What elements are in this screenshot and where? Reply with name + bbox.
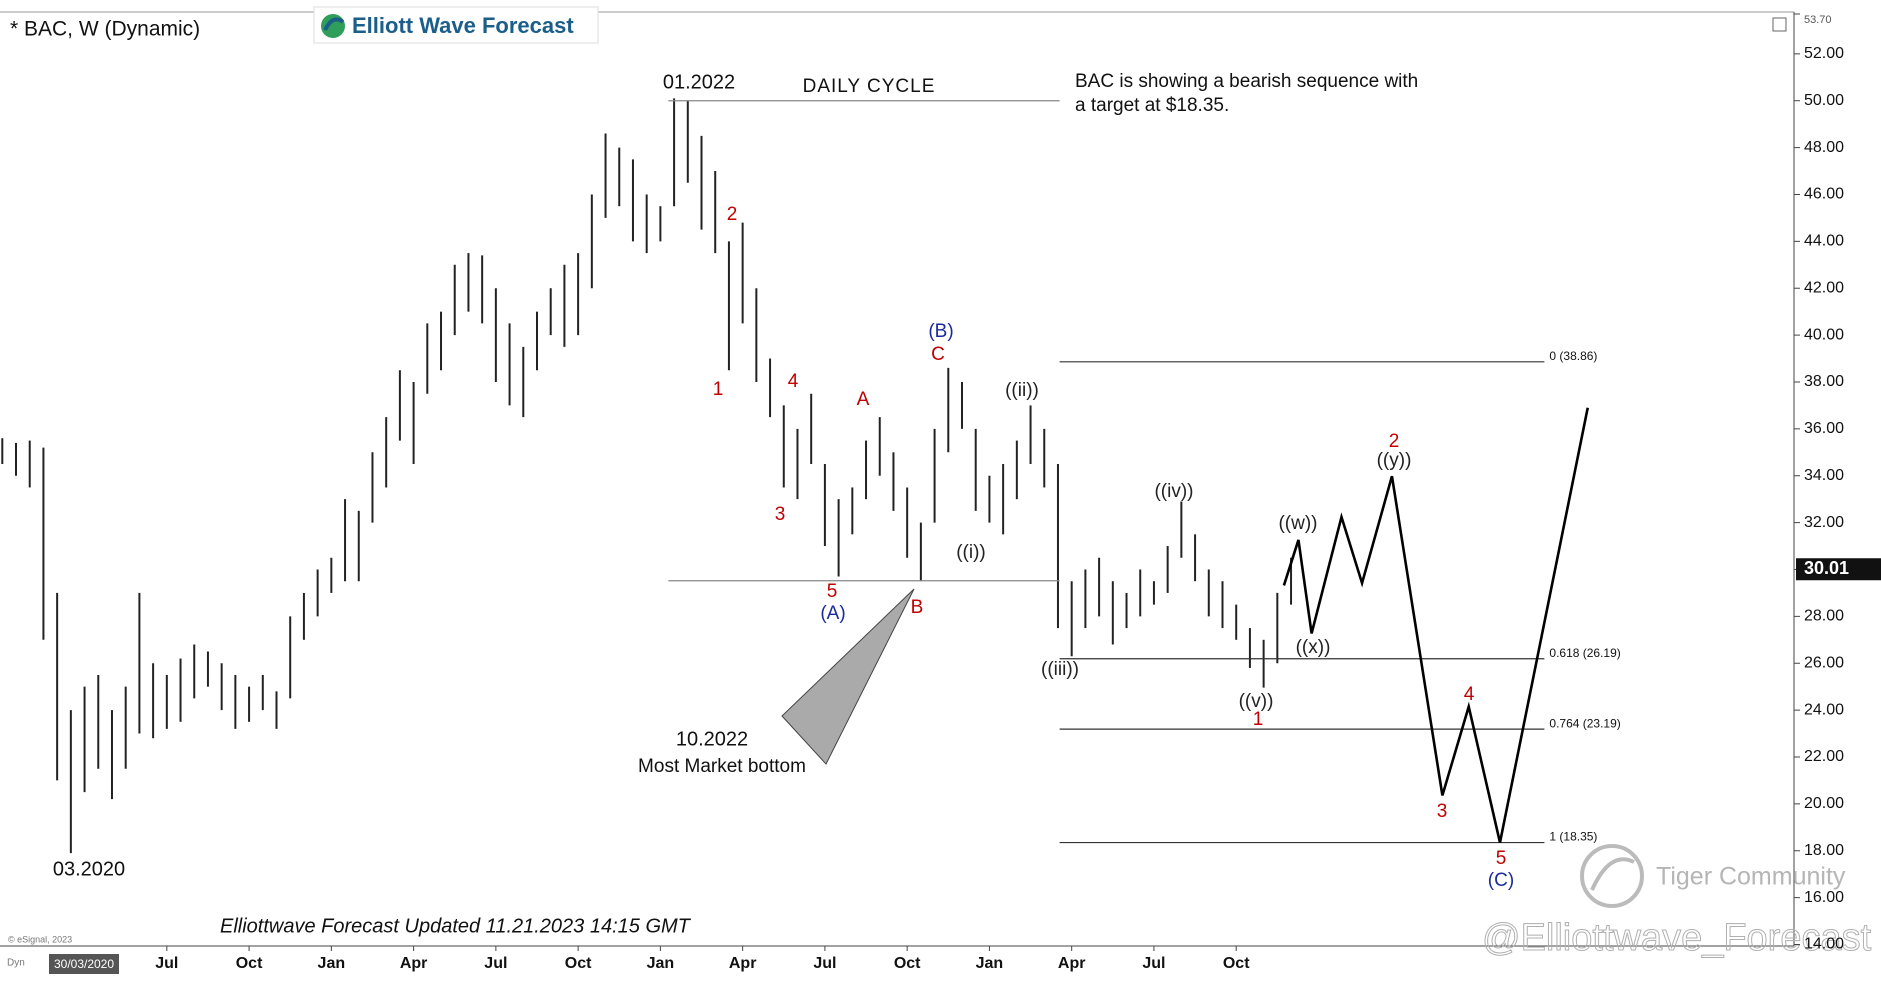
y-tick-label: 28.00 — [1804, 608, 1844, 625]
y-tick-label: 50.00 — [1804, 92, 1844, 109]
y-tick-label: 16.00 — [1804, 889, 1844, 906]
x-tick-label: Oct — [565, 955, 592, 972]
wave-label: ((w)) — [1278, 513, 1317, 534]
wave-label: 2 — [1389, 431, 1400, 452]
x-tick-label: Jul — [484, 955, 507, 972]
y-tick-label: 38.00 — [1804, 373, 1844, 390]
watermark-logo — [1590, 857, 1635, 891]
wave-label: (C) — [1488, 870, 1514, 891]
y-tick-label: 22.00 — [1804, 748, 1844, 765]
wave-label: ((iv)) — [1154, 481, 1193, 502]
x-tick-label: Apr — [729, 955, 757, 972]
y-tick-label: 44.00 — [1804, 233, 1844, 250]
wave-label: ((v)) — [1239, 691, 1274, 712]
annotation: Most Market bottom — [638, 756, 806, 777]
y-tick-label: 32.00 — [1804, 514, 1844, 531]
wave-label: 3 — [1437, 801, 1448, 822]
fib-label: 1 (18.35) — [1549, 830, 1597, 844]
wave-label: 1 — [713, 379, 724, 400]
y-tick-label: 36.00 — [1804, 420, 1844, 437]
wave-label: 4 — [788, 371, 799, 392]
chart-title: * BAC, W (Dynamic) — [10, 18, 200, 41]
logo-text: Elliott Wave Forecast — [352, 13, 574, 38]
y-tick-label: 14.00 — [1804, 936, 1844, 953]
logo-box — [313, 6, 599, 44]
x-tick-label: Jul — [813, 955, 836, 972]
cursor-date: 30/03/2020 — [54, 957, 114, 971]
y-tick-label: 46.00 — [1804, 186, 1844, 203]
x-tick-label: Oct — [236, 955, 263, 972]
annotation: 01.2022 — [663, 71, 735, 93]
x-tick-label: Apr — [400, 955, 428, 972]
fib-label: 0.764 (23.19) — [1549, 716, 1620, 730]
x-tick-label: Oct — [1223, 955, 1250, 972]
last-price-box — [1796, 558, 1881, 581]
wave-label: 3 — [775, 504, 786, 525]
wave-label: (A) — [820, 603, 845, 624]
y-tick-label: 42.00 — [1804, 279, 1844, 296]
annotation: DAILY CYCLE — [803, 76, 936, 97]
fib-label: 0.618 (26.19) — [1549, 646, 1620, 660]
watermark-handle: @Elliottwave_Forecast — [1482, 917, 1872, 959]
wave-label: 4 — [1464, 684, 1475, 705]
x-tick-label: Jul — [155, 955, 178, 972]
watermark-logo — [1580, 844, 1644, 908]
x-tick-label: Apr — [1058, 955, 1086, 972]
panel-icon — [1772, 17, 1787, 32]
fib-label: 0 (38.86) — [1549, 349, 1597, 363]
copyright: © eSignal, 2023 — [8, 934, 72, 944]
wave-label: C — [931, 344, 945, 365]
x-tick-label: Jan — [976, 955, 1004, 972]
y-tick-label: 24.00 — [1804, 701, 1844, 718]
y-tick-label: 18.00 — [1804, 842, 1844, 859]
watermark-text: Tiger Community — [1656, 863, 1846, 891]
wave-label: B — [911, 597, 924, 618]
y-tick-label: 20.00 — [1804, 795, 1844, 812]
annotation: 03.2020 — [53, 858, 125, 880]
y-tick-label: 48.00 — [1804, 139, 1844, 156]
wave-label: 5 — [1496, 848, 1507, 869]
footer: Elliottwave Forecast Updated 11.21.2023 … — [220, 915, 692, 937]
y-tick-label: 34.00 — [1804, 467, 1844, 484]
wave-label: A — [857, 389, 870, 410]
mode-label: Dyn — [7, 958, 25, 969]
cursor-box — [49, 954, 119, 974]
wave-label: (B) — [928, 321, 953, 342]
note: a target at $18.35. — [1075, 95, 1229, 116]
wave-label: ((i)) — [956, 542, 986, 563]
projection-line — [1282, 407, 1590, 843]
x-tick-label: Jul — [1142, 955, 1165, 972]
wave-label: 1 — [1253, 709, 1264, 730]
wave-label: 5 — [827, 581, 838, 602]
wave-label: ((ii)) — [1005, 380, 1039, 401]
x-tick-label: Jan — [647, 955, 675, 972]
y-tick-label: 53.70 — [1804, 14, 1832, 26]
y-tick-label: 52.00 — [1804, 45, 1844, 62]
x-tick-label: Jan — [318, 955, 346, 972]
logo-mark — [323, 17, 345, 31]
y-tick-label: 40.00 — [1804, 326, 1844, 343]
wave-label: 2 — [727, 204, 738, 225]
x-tick-label: Oct — [894, 955, 921, 972]
note: BAC is showing a bearish sequence with — [1075, 71, 1418, 92]
wave-label: ((y)) — [1377, 450, 1412, 471]
logo-mark — [321, 14, 345, 38]
y-tick-label: 26.00 — [1804, 654, 1844, 671]
last-price-label: 30.01 — [1804, 558, 1849, 578]
wave-label: ((x)) — [1296, 637, 1331, 658]
wedge — [781, 588, 915, 765]
annotation: 10.2022 — [676, 728, 748, 750]
wave-label: ((iii)) — [1041, 659, 1079, 680]
